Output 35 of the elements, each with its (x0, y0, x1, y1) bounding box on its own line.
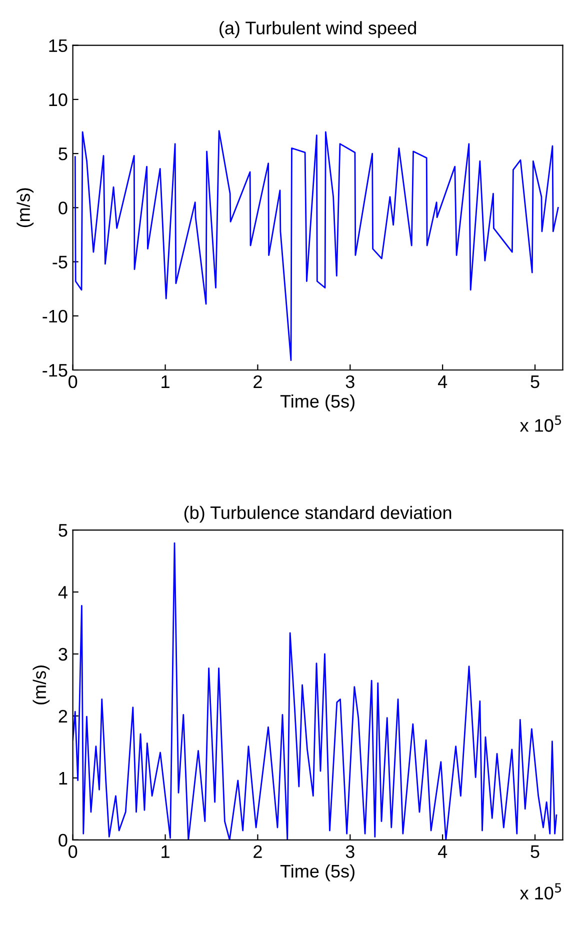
y-tick-label: 4 (58, 586, 68, 599)
line-series (72, 542, 558, 840)
text: x 10$^{5}$ (520, 416, 562, 432)
y-tick-label: 0 (58, 834, 68, 847)
y-tick-label: 5 (58, 524, 68, 537)
y-tick-label: 1 (59, 772, 68, 784)
x-tick-label: 2 (254, 375, 262, 388)
x-axis-title: Time (5s) (280, 864, 354, 882)
chart-title: (a) Turbulent wind speed (220, 21, 416, 38)
x-tick-label: 1 (162, 845, 170, 858)
x-tick-label: 2 (254, 845, 262, 858)
y-tick-label: 15 (49, 39, 68, 52)
y-tick-label: -5 (52, 256, 68, 268)
x-tick-label: 4 (438, 376, 448, 388)
y-tick-label: -10 (42, 310, 68, 323)
x-tick-label: 3 (346, 845, 354, 858)
x-tick-label: 4 (438, 845, 448, 858)
y-tick-label: 2 (58, 710, 68, 722)
y-tick-label: 5 (58, 148, 68, 160)
x-tick-label: 0 (68, 375, 78, 388)
y-axis-title: (m/s) (16, 188, 34, 228)
y-axis-title: (m/s) (32, 666, 50, 704)
y-tick-label: -15 (42, 364, 68, 377)
y-tick-label: 0 (58, 202, 68, 214)
line-series (74, 130, 559, 361)
y-tick-label: 10 (49, 93, 68, 106)
x-axis-title: Time (5s) (280, 394, 354, 412)
y-tick-label: 3 (58, 648, 68, 661)
x-tick-label: 1 (162, 376, 170, 388)
x-tick-label: 0 (68, 845, 78, 858)
x-tick-label: 3 (346, 375, 354, 388)
x-tick-label: 5 (530, 376, 540, 388)
chart-title: (b) Turbulence standard deviation (184, 506, 452, 523)
text: x 10$^{5}$ (520, 883, 562, 900)
x-tick-label: 5 (530, 845, 540, 858)
